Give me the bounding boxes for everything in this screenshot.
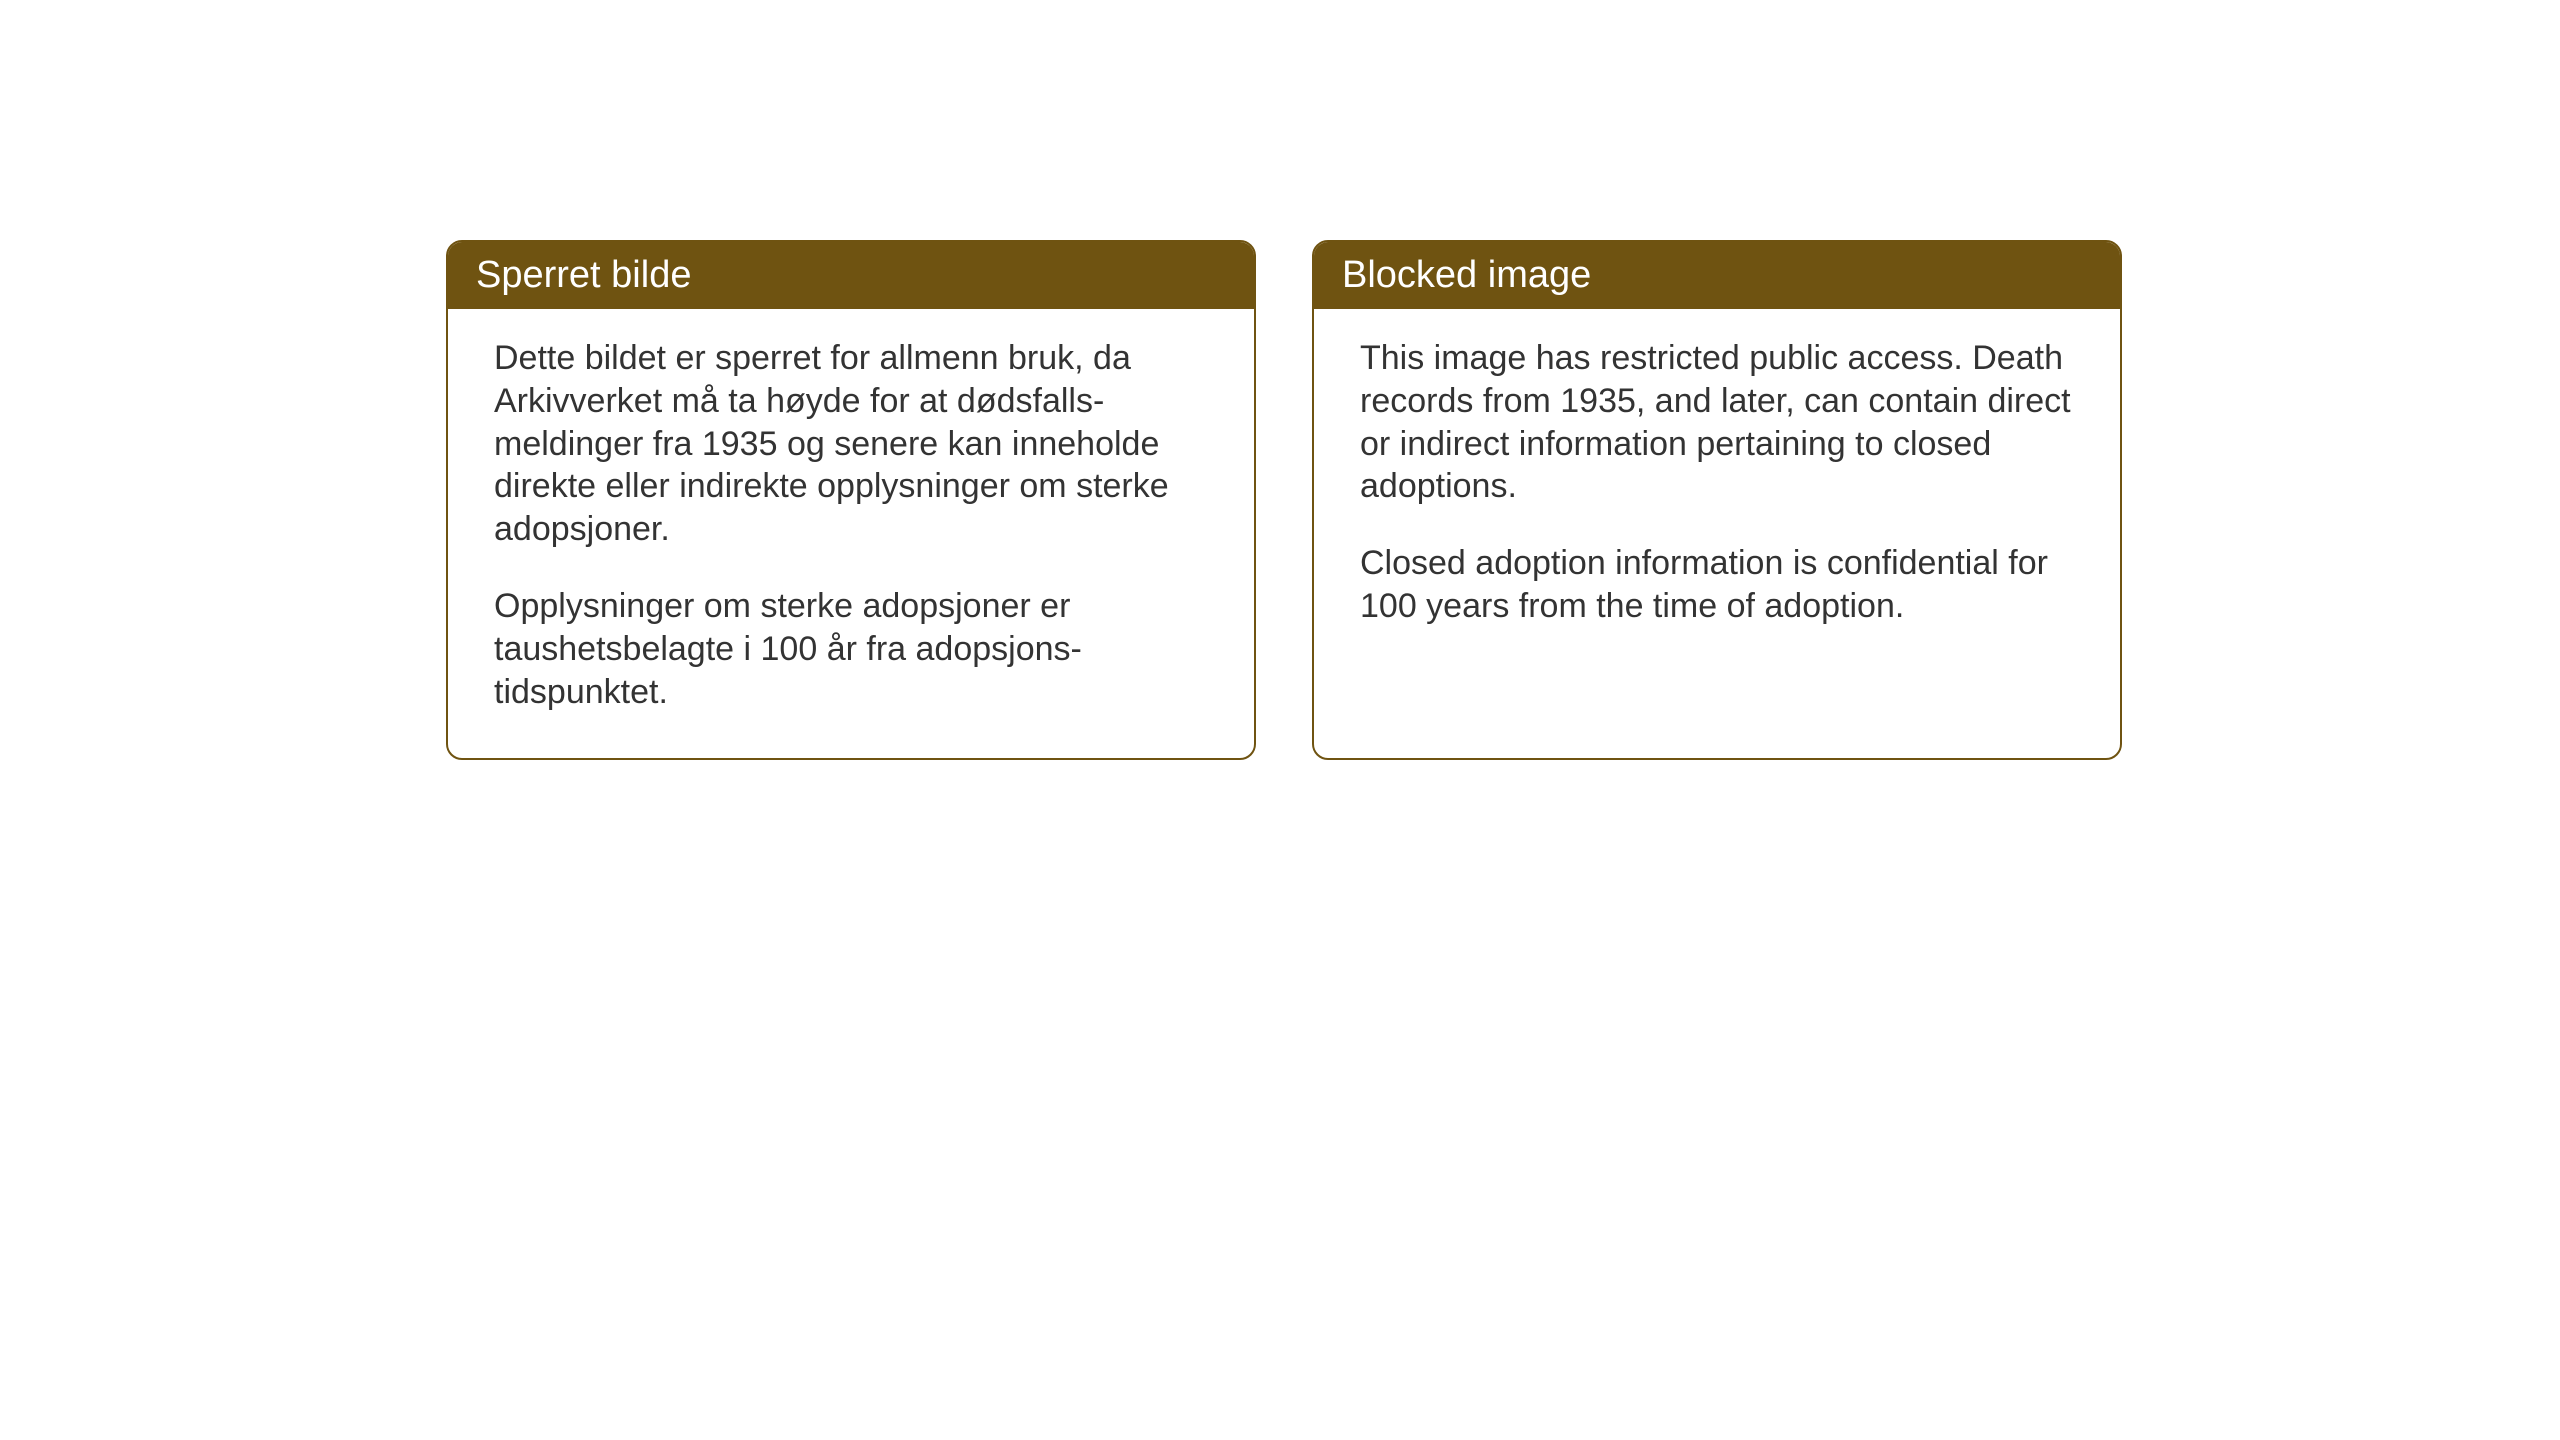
paragraph-2-norwegian: Opplysninger om sterke adopsjoner er tau… bbox=[494, 585, 1208, 713]
notice-container: Sperret bilde Dette bildet er sperret fo… bbox=[446, 240, 2122, 760]
paragraph-1-norwegian: Dette bildet er sperret for allmenn bruk… bbox=[494, 337, 1208, 551]
paragraph-2-english: Closed adoption information is confident… bbox=[1360, 542, 2074, 628]
card-header-norwegian: Sperret bilde bbox=[448, 242, 1254, 309]
card-header-english: Blocked image bbox=[1314, 242, 2120, 309]
card-body-norwegian: Dette bildet er sperret for allmenn bruk… bbox=[448, 309, 1254, 758]
paragraph-1-english: This image has restricted public access.… bbox=[1360, 337, 2074, 508]
notice-card-english: Blocked image This image has restricted … bbox=[1312, 240, 2122, 760]
notice-card-norwegian: Sperret bilde Dette bildet er sperret fo… bbox=[446, 240, 1256, 760]
card-body-english: This image has restricted public access.… bbox=[1314, 309, 2120, 672]
